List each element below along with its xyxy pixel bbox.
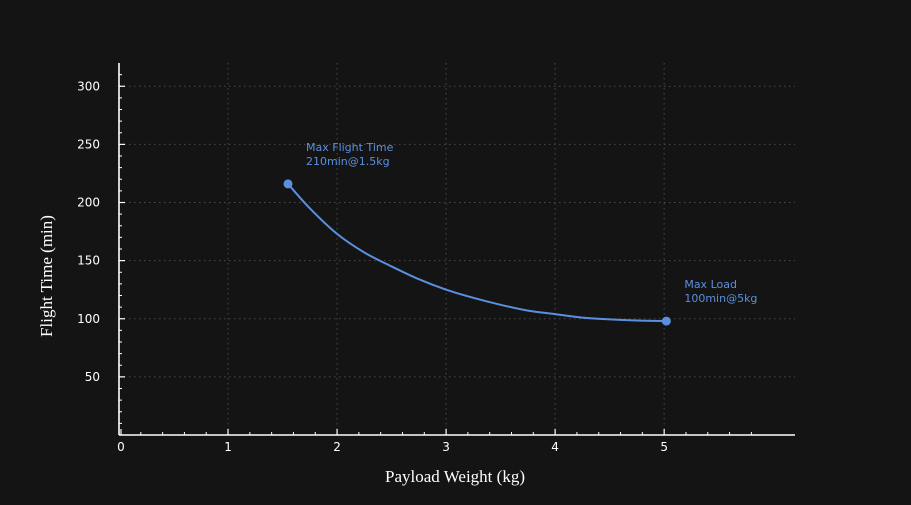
annotation-text: Max Flight Time <box>306 141 394 154</box>
annotation-text: Max Load <box>684 278 737 291</box>
y-tick-label: 100 <box>77 312 100 326</box>
annotation-marker <box>661 316 671 326</box>
x-tick-label: 0 <box>117 440 125 454</box>
series-line <box>287 183 667 323</box>
x-tick-label: 4 <box>551 440 559 454</box>
y-tick-label: 300 <box>77 79 100 93</box>
x-tick-label: 5 <box>660 440 668 454</box>
annotation-marker <box>283 179 293 189</box>
grid <box>119 63 795 435</box>
x-tick-label: 2 <box>333 440 341 454</box>
annotation-text: 100min@5kg <box>684 292 757 305</box>
annotation-text: 210min@1.5kg <box>306 155 390 168</box>
y-axis-ticks: 50 100 150 200 250 300 <box>77 74 125 424</box>
axes <box>118 63 795 436</box>
y-tick-label: 150 <box>77 254 100 268</box>
x-axis-ticks: 0 1 2 3 4 5 <box>117 429 752 454</box>
x-tick-label: 1 <box>224 440 232 454</box>
x-tick-label: 3 <box>442 440 450 454</box>
y-tick-label: 50 <box>85 370 100 384</box>
y-axis-title: Flight Time (min) <box>37 215 56 337</box>
y-tick-label: 250 <box>77 137 100 151</box>
x-axis-title: Payload Weight (kg) <box>385 467 525 486</box>
y-tick-label: 200 <box>77 196 100 210</box>
series-layer <box>283 179 671 326</box>
